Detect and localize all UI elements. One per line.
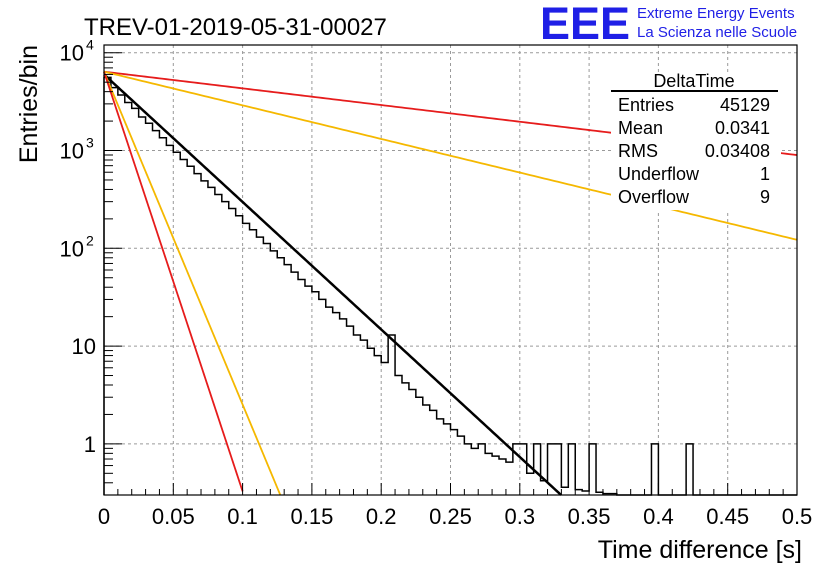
- y-tick-label: 10: [60, 236, 84, 261]
- stats-title: DeltaTime: [653, 71, 734, 91]
- x-tick-label: 0.05: [152, 504, 195, 529]
- stats-rows: Entries 45129 Mean 0.0341 RMS 0.03408Underflo…: [618, 95, 770, 207]
- stats-label: Entries: [618, 95, 674, 115]
- x-tick-label: 0.45: [706, 504, 749, 529]
- fit-curve-red-4: [103, 71, 244, 492]
- y-tick-label: 10: [60, 41, 84, 66]
- x-tick-label: 0.15: [290, 504, 333, 529]
- axes: 0 0.05 0.1 0.15 0.2 0.25 0.3 0.35 0.4 0.45 0.510 41…: [60, 37, 813, 529]
- y-tick-label: 10: [60, 139, 84, 164]
- eee-logo: EEE: [540, 0, 630, 49]
- stats-box: DeltaTime Entries 45129 Mean 0.0341 RMS 0.034…: [611, 71, 781, 210]
- y-axis-title: Entries/bin: [15, 45, 43, 163]
- x-axis-title: Time difference [s]: [598, 536, 802, 564]
- stats-label: RMS: [618, 141, 658, 161]
- stats-box-background: [611, 72, 781, 210]
- x-tick-label: 0.1: [227, 504, 258, 529]
- fit-curve-orange-2: [103, 70, 798, 241]
- logo-subtitle-line2: La Scienza nelle Scuole: [637, 24, 797, 41]
- stats-value: 0.03408: [705, 141, 770, 161]
- x-tick-label: 0.35: [568, 504, 611, 529]
- stats-value: 1: [760, 164, 770, 184]
- y-tick-exponent: 3: [86, 135, 94, 151]
- y-tick-label: 1: [84, 432, 96, 457]
- plot-frame: [103, 44, 798, 496]
- y-tick-label: 10: [72, 334, 96, 359]
- x-tick-label: 0.5: [782, 504, 813, 529]
- chart-title: TREV-01-2019-05-31-00027: [84, 14, 387, 41]
- y-tick-exponent: 4: [86, 37, 94, 53]
- fit-curve-black-0: [103, 73, 562, 496]
- fit-curves: [103, 70, 798, 496]
- x-tick-label: 0.2: [366, 504, 397, 529]
- stats-label: Underflow: [618, 164, 700, 184]
- stats-value: 0.0341: [715, 118, 770, 138]
- stats-label: Overflow: [618, 187, 690, 207]
- fit-curve-orange-3: [103, 71, 282, 496]
- stats-value: 9: [760, 187, 770, 207]
- x-tick-label: 0.3: [505, 504, 536, 529]
- stats-value: 45129: [720, 95, 770, 115]
- logo-subtitle-line1: Extreme Energy Events: [637, 5, 795, 22]
- x-tick-label: 0: [98, 504, 110, 529]
- y-tick-exponent: 2: [86, 232, 94, 248]
- x-tick-label: 0.25: [429, 504, 472, 529]
- x-tick-label: 0.4: [643, 504, 674, 529]
- stats-label: Mean: [618, 118, 663, 138]
